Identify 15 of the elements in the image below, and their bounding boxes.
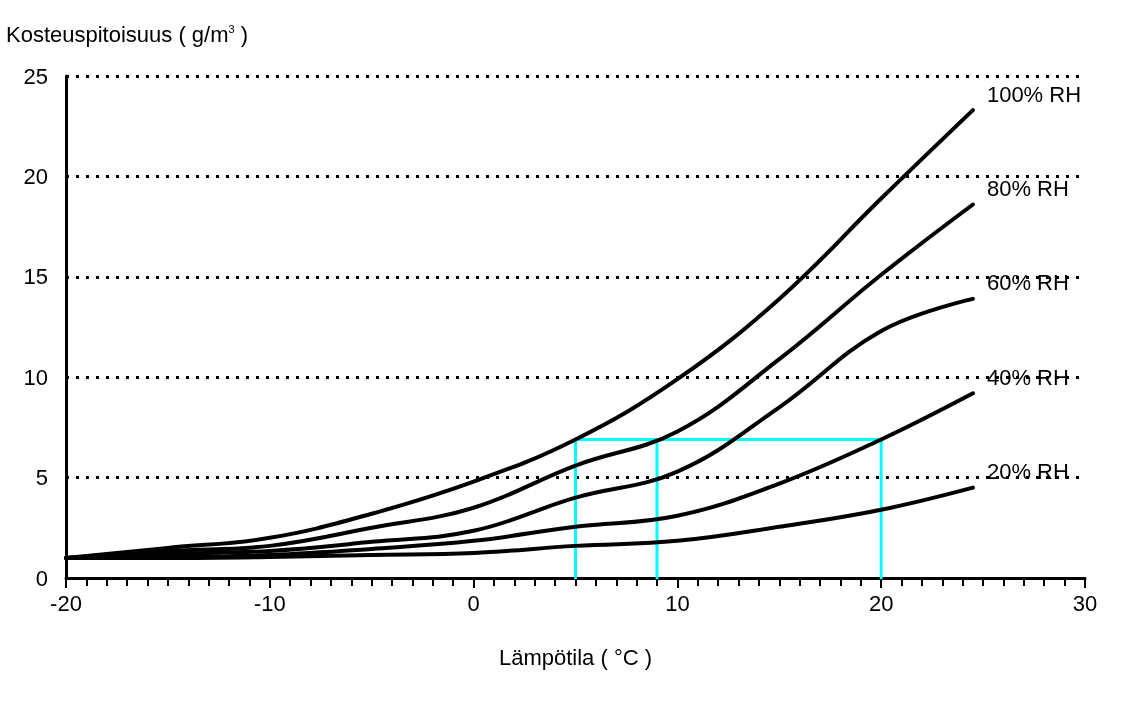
x-tick-label: -10: [253, 590, 286, 616]
x-tick-label: 20: [868, 590, 894, 616]
y-tick-label: 0: [35, 565, 48, 591]
y-tick-label: 10: [23, 364, 48, 390]
series-label: 80% RH: [986, 176, 1069, 202]
y-tick-label: 25: [23, 63, 48, 89]
x-tick-label: -20: [50, 590, 82, 616]
x-tick-label: 0: [467, 590, 480, 616]
y-tick-label: 20: [23, 163, 48, 189]
y-tick-label: 5: [35, 465, 48, 491]
y-tick-label: 15: [23, 264, 48, 290]
x-axis-title: Lämpötila ( °C ): [498, 644, 653, 670]
x-tick-label: 30: [1072, 590, 1098, 616]
x-tick-label: 10: [665, 590, 690, 616]
series-label: 100% RH: [986, 81, 1082, 107]
